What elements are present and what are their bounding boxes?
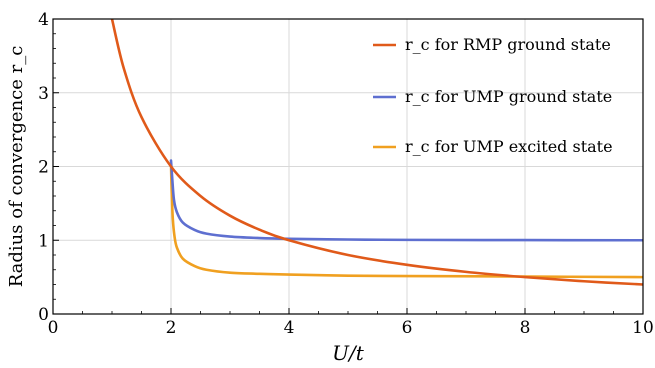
series-line bbox=[169, 159, 643, 242]
y-tick-label: 4 bbox=[38, 10, 49, 30]
x-tick-label: 0 bbox=[48, 318, 59, 338]
y-tick-label: 1 bbox=[38, 231, 49, 251]
x-tick-label: 2 bbox=[166, 318, 177, 338]
y-tick-label: 3 bbox=[38, 84, 49, 104]
grid-lines bbox=[53, 19, 643, 314]
x-axis-title: U/t bbox=[332, 341, 365, 365]
legend-label: r_c for UMP ground state bbox=[405, 87, 612, 106]
y-tick-label: 0 bbox=[38, 305, 49, 325]
series-layer bbox=[110, 19, 643, 286]
y-tick-label: 2 bbox=[38, 158, 49, 178]
series-line bbox=[169, 162, 643, 279]
x-tick-label: 4 bbox=[284, 318, 295, 338]
legend-label: r_c for UMP excited state bbox=[405, 137, 613, 156]
axis-ticks bbox=[52, 18, 644, 315]
legend-label: r_c for RMP ground state bbox=[405, 35, 611, 54]
tick-labels: 0 2 4 6 8 10 0 1 2 3 4 bbox=[38, 10, 654, 338]
axis-titles: U/t Radius of convergence r_c bbox=[6, 46, 365, 365]
y-axis-title: Radius of convergence r_c bbox=[6, 46, 27, 288]
x-tick-label: 10 bbox=[632, 318, 654, 338]
x-tick-label: 6 bbox=[402, 318, 413, 338]
legend: r_c for RMP ground state r_c for UMP grou… bbox=[373, 35, 613, 156]
x-tick-label: 8 bbox=[520, 318, 531, 338]
series-line bbox=[110, 19, 643, 286]
